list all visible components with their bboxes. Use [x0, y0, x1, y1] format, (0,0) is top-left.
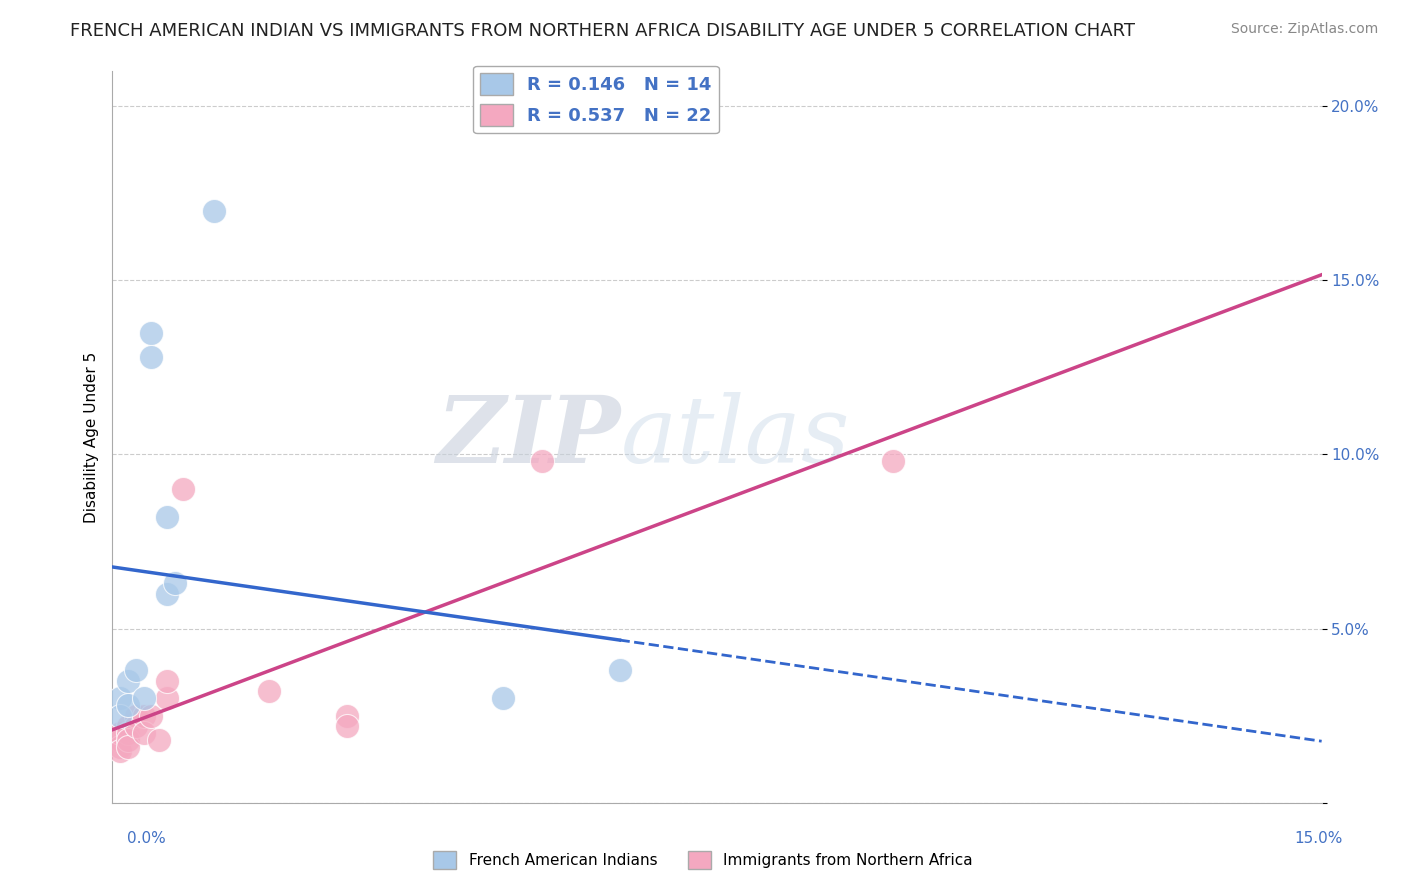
- Point: [117, 733, 139, 747]
- Point: [156, 691, 179, 706]
- Point: [882, 454, 904, 468]
- Point: [117, 673, 139, 688]
- Point: [141, 350, 163, 364]
- Point: [156, 673, 179, 688]
- Point: [491, 691, 513, 706]
- Legend: R = 0.146   N = 14, R = 0.537   N = 22: R = 0.146 N = 14, R = 0.537 N = 22: [474, 66, 718, 133]
- Text: ZIP: ZIP: [436, 392, 620, 482]
- Point: [125, 708, 148, 723]
- Point: [156, 587, 179, 601]
- Legend: French American Indians, Immigrants from Northern Africa: French American Indians, Immigrants from…: [427, 845, 979, 875]
- Text: 15.0%: 15.0%: [1295, 831, 1343, 846]
- Point: [257, 684, 280, 698]
- Point: [141, 326, 163, 340]
- Point: [141, 708, 163, 723]
- Point: [110, 740, 132, 755]
- Point: [125, 664, 148, 678]
- Point: [132, 708, 155, 723]
- Text: atlas: atlas: [620, 392, 849, 482]
- Point: [609, 664, 631, 678]
- Point: [110, 733, 132, 747]
- Text: FRENCH AMERICAN INDIAN VS IMMIGRANTS FROM NORTHERN AFRICA DISABILITY AGE UNDER 5: FRENCH AMERICAN INDIAN VS IMMIGRANTS FRO…: [70, 22, 1135, 40]
- Point: [148, 733, 170, 747]
- Point: [117, 719, 139, 733]
- Y-axis label: Disability Age Under 5: Disability Age Under 5: [83, 351, 98, 523]
- Point: [117, 698, 139, 713]
- Point: [110, 708, 132, 723]
- Point: [163, 576, 186, 591]
- Point: [530, 454, 553, 468]
- Point: [335, 719, 357, 733]
- Point: [125, 719, 148, 733]
- Point: [202, 203, 225, 218]
- Text: Source: ZipAtlas.com: Source: ZipAtlas.com: [1230, 22, 1378, 37]
- Point: [335, 708, 357, 723]
- Point: [172, 483, 194, 497]
- Point: [132, 691, 155, 706]
- Text: 0.0%: 0.0%: [127, 831, 166, 846]
- Point: [117, 740, 139, 755]
- Point: [156, 510, 179, 524]
- Point: [110, 726, 132, 740]
- Point: [110, 743, 132, 757]
- Point: [132, 726, 155, 740]
- Point: [110, 691, 132, 706]
- Point: [117, 726, 139, 740]
